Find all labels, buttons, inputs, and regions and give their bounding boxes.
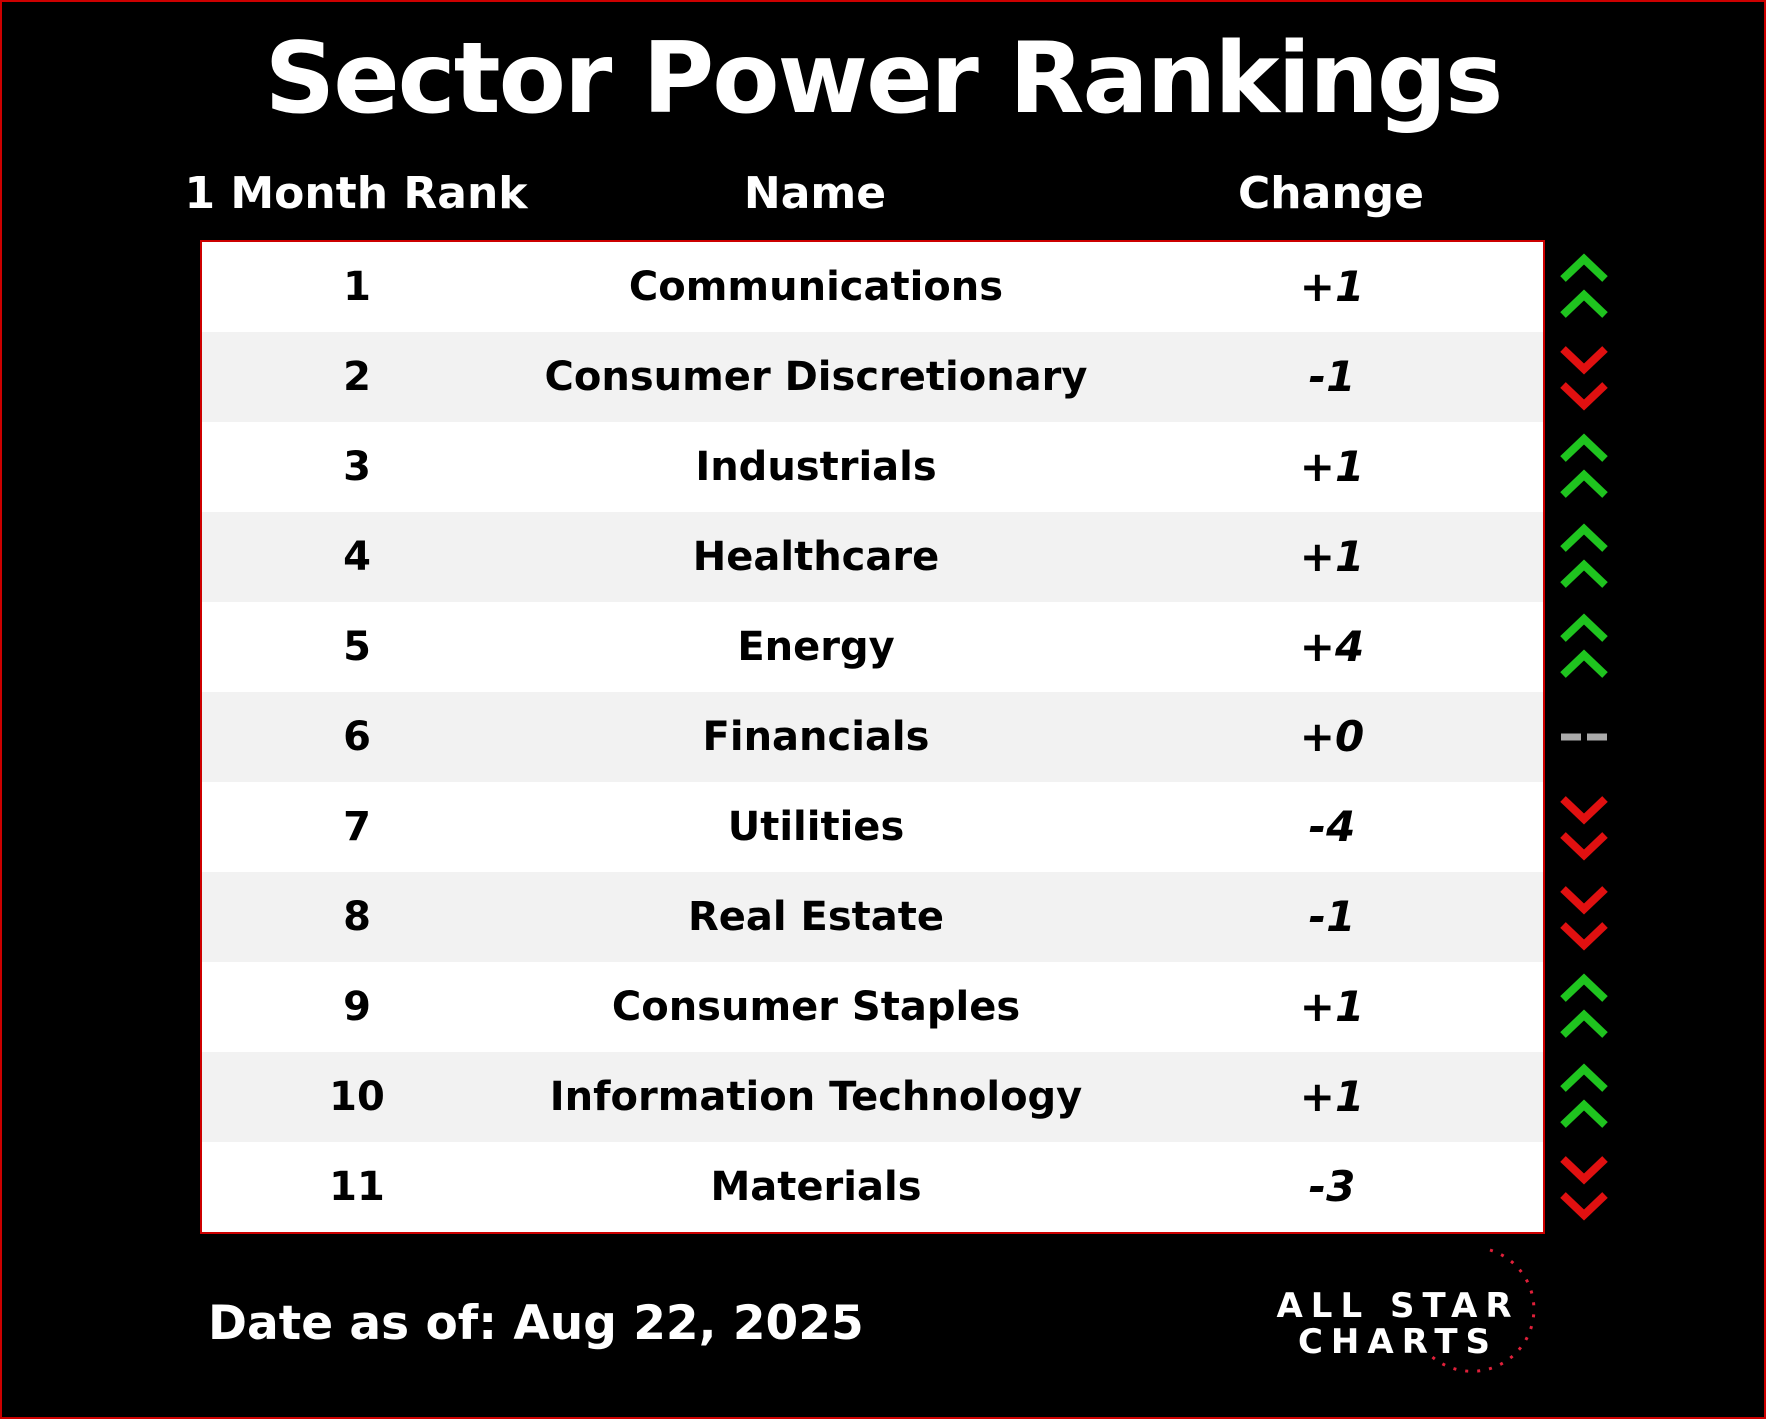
table-row: 3 Industrials +1 xyxy=(202,422,1543,512)
rank: 9 xyxy=(343,984,371,1030)
table-row: 10 Information Technology +1 xyxy=(202,1052,1543,1142)
table-row: 8 Real Estate -1 xyxy=(202,872,1543,962)
rank: 8 xyxy=(343,894,371,940)
logo-text: CHARTS xyxy=(1297,1322,1499,1362)
up-chevron xyxy=(1560,523,1608,552)
change-indicators xyxy=(1560,253,1608,1221)
change: -1 xyxy=(1308,352,1356,401)
table-row: 11 Materials -3 xyxy=(202,1142,1543,1232)
rank: 7 xyxy=(343,804,371,850)
sector-name: Materials xyxy=(710,1164,922,1210)
change: +1 xyxy=(1299,442,1365,491)
change: -4 xyxy=(1308,802,1356,851)
logo-text: ALL STAR xyxy=(1276,1286,1520,1326)
up-chevron xyxy=(1560,253,1608,282)
sector-name: Energy xyxy=(737,624,895,670)
change: +4 xyxy=(1299,622,1365,671)
down-chevron xyxy=(1560,796,1608,825)
up-chevron xyxy=(1560,649,1608,678)
sector-name: Communications xyxy=(628,264,1004,310)
date: Date as of: Aug 22, 2025 xyxy=(208,1296,864,1351)
rank: 6 xyxy=(343,714,371,760)
rank: 5 xyxy=(343,624,371,670)
change: -3 xyxy=(1308,1162,1356,1211)
down-chevron xyxy=(1560,346,1608,375)
up-chevron xyxy=(1560,1099,1608,1128)
up-chevron xyxy=(1560,433,1608,462)
sector-name: Real Estate xyxy=(687,894,945,940)
table-row: 7 Utilities -4 xyxy=(202,782,1543,872)
up-chevron xyxy=(1560,1009,1608,1038)
up-chevron xyxy=(1560,1063,1608,1092)
table-row: 6 Financials +0 xyxy=(202,692,1543,782)
change: +1 xyxy=(1299,532,1365,581)
change: +1 xyxy=(1299,1072,1365,1121)
up-chevron xyxy=(1560,469,1608,498)
rank: 11 xyxy=(329,1164,385,1210)
sector-name: Consumer Staples xyxy=(611,984,1021,1030)
table-row: 5 Energy +4 xyxy=(202,602,1543,692)
column-header: 1 Month Rank xyxy=(184,168,528,219)
column-header: Name xyxy=(743,168,887,219)
change: +1 xyxy=(1299,982,1365,1031)
sector-name: Financials xyxy=(702,714,930,760)
table: 1 Communications +1 2 Consumer Discretionary… xyxy=(200,240,1545,1234)
up-chevron xyxy=(1560,613,1608,642)
table-row: 2 Consumer Discretionary -1 xyxy=(202,332,1543,422)
change: +1 xyxy=(1299,262,1365,311)
rank: 3 xyxy=(343,444,371,490)
rank: 2 xyxy=(343,354,371,400)
rank: 4 xyxy=(343,534,371,580)
down-chevron xyxy=(1560,382,1608,411)
down-chevron xyxy=(1560,886,1608,915)
table-row: 4 Healthcare +1 xyxy=(202,512,1543,602)
sector-name: Industrials xyxy=(695,444,937,490)
down-chevron xyxy=(1560,922,1608,951)
rank: 1 xyxy=(343,264,371,310)
table-row: 1 Communications +1 xyxy=(202,242,1543,332)
sector-name: Utilities xyxy=(727,804,905,850)
logo-stars xyxy=(1428,1248,1536,1373)
change: +0 xyxy=(1299,712,1365,761)
column-header: Change xyxy=(1238,168,1424,219)
down-chevron xyxy=(1560,832,1608,861)
sector-name: Consumer Discretionary xyxy=(544,354,1088,400)
sector-name: Healthcare xyxy=(692,534,940,580)
sector-name: Information Technology xyxy=(549,1074,1083,1120)
up-chevron xyxy=(1560,289,1608,318)
rank: 10 xyxy=(329,1074,385,1120)
title: Sector Power Rankings xyxy=(264,22,1504,136)
change: -1 xyxy=(1308,892,1356,941)
up-chevron xyxy=(1560,559,1608,588)
table-row: 9 Consumer Staples +1 xyxy=(202,962,1543,1052)
down-chevron xyxy=(1560,1192,1608,1221)
up-chevron xyxy=(1560,973,1608,1002)
down-chevron xyxy=(1560,1156,1608,1185)
